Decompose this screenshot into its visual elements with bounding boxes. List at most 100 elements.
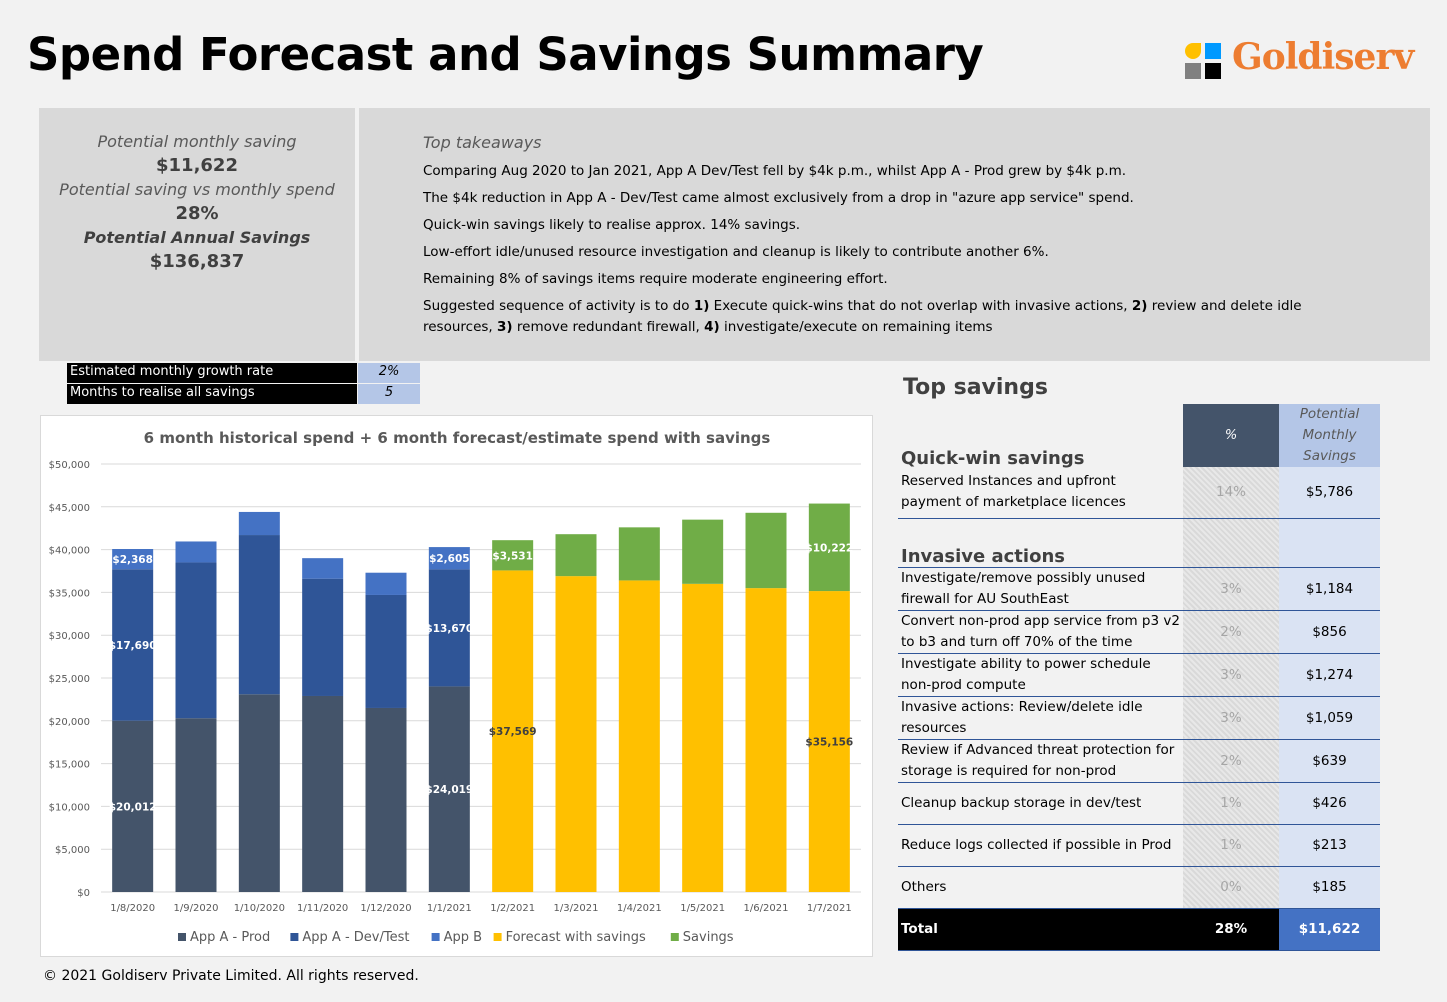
item-value: $1,059	[1279, 696, 1380, 739]
table-row: Investigate/remove possibly unused firew…	[898, 567, 1380, 610]
item-value: $5,786	[1279, 467, 1380, 518]
item-pct: 2%	[1183, 610, 1279, 653]
data-label: $10,222	[805, 542, 853, 554]
saving-pct-label: Potential saving vs monthly spend	[59, 180, 335, 199]
total-value: $11,622	[1279, 908, 1380, 950]
bar-segment	[492, 540, 534, 571]
data-label: $35,156	[805, 737, 853, 749]
y-tick-label: $35,000	[49, 588, 90, 599]
seq-text: Execute quick-wins that do not overlap w…	[709, 298, 1132, 314]
item-value: $185	[1279, 866, 1380, 908]
y-tick-label: $25,000	[49, 674, 90, 685]
param-months: Months to realise all savings 5	[67, 384, 420, 404]
chart-title: 6 month historical spend + 6 month forec…	[144, 429, 771, 447]
data-label: $13,670	[425, 623, 473, 635]
bar-segment	[238, 511, 280, 536]
y-tick-label: $20,000	[49, 717, 90, 728]
item-label: Convert non-prod app service from p3 v2 …	[901, 612, 1180, 650]
item-pct: 14%	[1183, 467, 1279, 518]
legend-swatch	[431, 933, 440, 941]
y-tick-label: $5,000	[55, 845, 90, 856]
item-value: $213	[1279, 824, 1380, 866]
bar-segment	[365, 594, 407, 708]
item-label: Others	[901, 878, 947, 895]
legend-swatch	[178, 933, 186, 941]
bar-segment	[618, 580, 660, 892]
legend-label: Savings	[683, 930, 734, 945]
bar-segment	[745, 588, 787, 892]
total-label: Total	[901, 921, 938, 937]
invasive-heading: Invasive actions	[901, 545, 1065, 567]
bar-segment	[555, 534, 597, 577]
bar-segment	[618, 527, 660, 581]
data-label: $2,605	[429, 553, 470, 565]
bar-segment	[745, 512, 787, 589]
x-tick-label: 1/11/2020	[297, 903, 348, 914]
bar-segment	[302, 578, 344, 696]
seq-num: 3)	[497, 319, 513, 335]
legend-label: App A - Dev/Test	[302, 930, 409, 945]
kpi-panel: Potential monthly saving $11,622 Potenti…	[39, 108, 355, 361]
logo-square-blue	[1205, 43, 1221, 59]
takeaway-item: Comparing Aug 2020 to Jan 2021, App A De…	[423, 163, 1127, 179]
item-pct: 2%	[1183, 739, 1279, 782]
y-tick-label: $50,000	[49, 460, 90, 471]
y-tick-label: $40,000	[49, 546, 90, 557]
data-label: $24,019	[425, 784, 473, 796]
data-label: $37,569	[489, 726, 537, 738]
data-label: $2,368	[112, 554, 153, 566]
takeaway-item: Quick-win savings likely to realise appr…	[423, 217, 801, 233]
table-row: Reduce logs collected if possible in Pro…	[898, 824, 1380, 866]
legend-swatch	[290, 933, 299, 941]
item-pct: 0%	[1183, 866, 1279, 908]
goldiserv-logo: Goldiserv	[1185, 36, 1425, 84]
logo-text: Goldiserv	[1232, 36, 1414, 78]
total-row: Total 28% $11,622	[898, 908, 1380, 950]
x-tick-label: 1/6/2021	[744, 903, 789, 914]
x-tick-label: 1/8/2020	[110, 903, 155, 914]
y-tick-label: $10,000	[49, 802, 90, 813]
bar-segment	[175, 562, 217, 719]
x-tick-label: 1/10/2020	[234, 903, 285, 914]
bar-segment	[238, 535, 280, 695]
x-tick-label: 1/3/2021	[554, 903, 599, 914]
bar-segment	[112, 569, 154, 721]
bar-segment	[365, 707, 407, 892]
bar-segment	[365, 572, 407, 595]
item-pct: 1%	[1183, 824, 1279, 866]
item-value: $1,274	[1279, 653, 1380, 696]
bar-segment	[112, 549, 154, 570]
takeaways-panel: Top takeaways Comparing Aug 2020 to Jan …	[359, 108, 1430, 361]
item-value: $1,184	[1279, 567, 1380, 610]
logo-square-black	[1205, 63, 1221, 79]
param-value[interactable]: 5	[358, 384, 420, 404]
seq-num: 1)	[693, 298, 710, 314]
table-row: Cleanup backup storage in dev/test 1% $426	[898, 782, 1380, 824]
bar-segment	[238, 694, 280, 892]
legend-label: Forecast with savings	[506, 930, 646, 945]
item-label: Investigate ability to power schedule no…	[901, 655, 1151, 693]
bar-segment	[492, 570, 534, 892]
pct-column-header: %	[1183, 404, 1279, 467]
param-value[interactable]: 2%	[358, 363, 420, 383]
top-savings-table: Quick-win savings % Potential Monthly Sa…	[898, 404, 1380, 951]
page-title: Spend Forecast and Savings Summary	[27, 28, 984, 81]
seq-num: 2)	[1131, 298, 1148, 314]
x-tick-label: 1/7/2021	[807, 903, 852, 914]
saving-pct-value: 28%	[175, 203, 219, 224]
param-growth-rate: Estimated monthly growth rate 2%	[67, 363, 420, 383]
monthly-saving-value: $11,622	[156, 155, 238, 176]
table-row: Invasive actions: Review/delete idle res…	[898, 696, 1380, 739]
seq-text: review and delete idle resources,	[423, 298, 1302, 335]
total-pct: 28%	[1214, 921, 1248, 937]
item-label: Invasive actions: Review/delete idle res…	[901, 698, 1143, 736]
item-label: Review if Advanced threat protection for…	[901, 741, 1175, 779]
x-tick-label: 1/12/2020	[360, 903, 411, 914]
x-tick-label: 1/1/2021	[427, 903, 472, 914]
table-row: Reserved Instances and upfront payment o…	[898, 467, 1380, 518]
item-label: Cleanup backup storage in dev/test	[901, 794, 1142, 811]
item-value: $856	[1279, 610, 1380, 653]
top-savings-title: Top savings	[903, 375, 1048, 400]
item-pct: 1%	[1183, 782, 1279, 824]
bar-segment	[808, 503, 850, 592]
